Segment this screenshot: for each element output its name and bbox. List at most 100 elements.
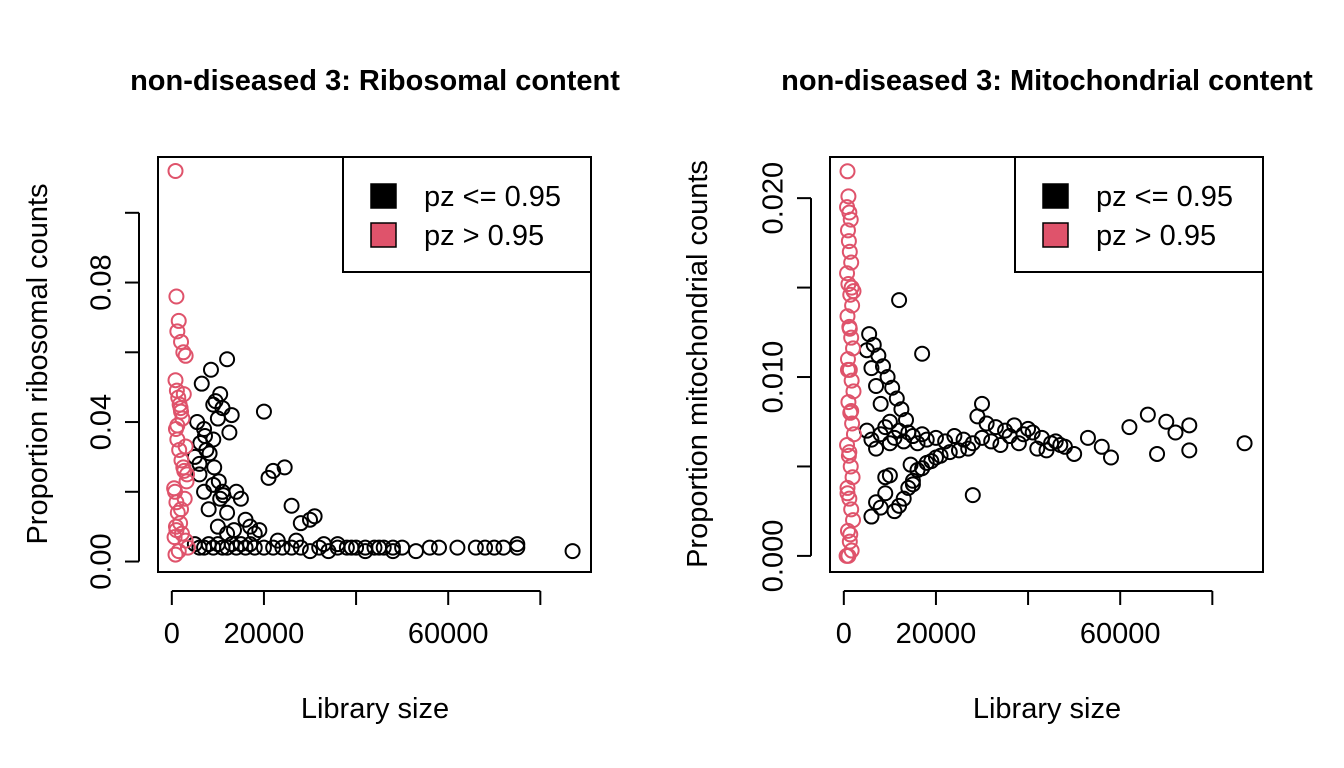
data-point — [173, 452, 190, 469]
data-point — [844, 415, 861, 432]
data-point — [292, 515, 309, 532]
x-axis-label: Library size — [973, 693, 1121, 725]
data-point — [865, 336, 882, 353]
data-point — [842, 286, 859, 303]
legend-swatch-high — [1042, 222, 1069, 248]
data-point — [904, 476, 921, 493]
data-point — [843, 329, 860, 346]
data-point — [196, 427, 213, 444]
data-point — [845, 283, 862, 300]
x-axis-label: Library size — [301, 693, 449, 725]
data-point — [1181, 442, 1198, 459]
data-point — [169, 323, 186, 340]
data-point — [170, 312, 187, 329]
data-point — [863, 360, 880, 377]
x-tick-label: 0 — [836, 618, 852, 650]
data-point — [509, 536, 526, 553]
y-axis-label: Proportion mitochondrial counts — [682, 160, 714, 568]
data-point — [166, 529, 183, 546]
x-tick-label: 60000 — [408, 618, 489, 650]
data-point — [960, 440, 977, 457]
data-point — [302, 511, 319, 528]
data-point — [193, 375, 210, 392]
data-point — [839, 308, 856, 325]
ribosomal-panel: non-diseased 3: Ribosomal content Librar… — [22, 65, 620, 725]
data-point — [868, 377, 885, 394]
x-tick-label: 20000 — [896, 618, 977, 650]
data-point — [177, 347, 194, 364]
data-point — [210, 473, 227, 490]
data-point — [276, 459, 293, 476]
data-point — [167, 162, 184, 179]
data-point — [209, 410, 226, 427]
y-tick-label: 0.010 — [758, 341, 790, 414]
data-point — [564, 543, 581, 560]
x-axis: 0 20000 60000 — [164, 590, 542, 650]
data-point — [1006, 417, 1023, 434]
data-point — [384, 539, 401, 556]
data-point — [1149, 445, 1166, 462]
data-point — [839, 436, 856, 453]
data-point — [477, 539, 494, 556]
data-point — [232, 490, 249, 507]
data-point — [338, 539, 355, 556]
data-point — [877, 469, 894, 486]
data-point — [201, 445, 218, 462]
x-tick-label: 60000 — [1080, 618, 1161, 650]
legend-swatch-high — [370, 222, 397, 248]
data-point — [306, 508, 323, 525]
data-points — [166, 162, 581, 563]
data-point — [888, 390, 905, 407]
series-low — [858, 292, 1253, 525]
data-point — [495, 539, 512, 556]
data-point — [839, 479, 856, 496]
data-point — [311, 539, 328, 556]
data-point — [167, 518, 184, 535]
data-point — [177, 438, 194, 455]
legend-box — [342, 156, 592, 273]
data-point — [173, 501, 190, 518]
data-point — [206, 459, 223, 476]
data-point — [1167, 424, 1184, 441]
data-point — [255, 403, 272, 420]
data-point — [955, 431, 972, 448]
data-point — [179, 539, 196, 556]
data-point — [1121, 419, 1138, 436]
data-point — [169, 417, 186, 434]
data-point — [983, 433, 1000, 450]
data-point — [168, 288, 185, 305]
data-point — [839, 351, 856, 368]
data-point — [1015, 426, 1032, 443]
data-point — [366, 539, 383, 556]
data-point — [863, 508, 880, 525]
data-point — [839, 361, 856, 378]
data-point — [863, 431, 880, 448]
data-point — [288, 532, 305, 549]
data-point — [375, 539, 392, 556]
data-point — [1181, 417, 1198, 434]
data-point — [950, 442, 967, 459]
data-point — [191, 466, 208, 483]
data-point — [941, 444, 958, 461]
data-point — [842, 526, 859, 543]
data-point — [1010, 435, 1027, 452]
data-point — [978, 415, 995, 432]
data-point — [173, 333, 190, 350]
data-point — [1052, 436, 1069, 453]
data-point — [902, 456, 919, 473]
data-point — [909, 435, 926, 452]
data-point — [1024, 424, 1041, 441]
data-point — [870, 347, 887, 364]
data-point — [1066, 445, 1083, 462]
series-high — [838, 163, 862, 564]
data-point — [226, 522, 243, 539]
data-point — [932, 447, 949, 464]
data-point — [172, 400, 189, 417]
data-point — [895, 490, 912, 507]
legend-label-high: pz > 0.95 — [424, 220, 544, 252]
data-point — [407, 543, 424, 560]
data-point — [167, 546, 184, 563]
data-point — [923, 453, 940, 470]
data-point — [918, 431, 935, 448]
